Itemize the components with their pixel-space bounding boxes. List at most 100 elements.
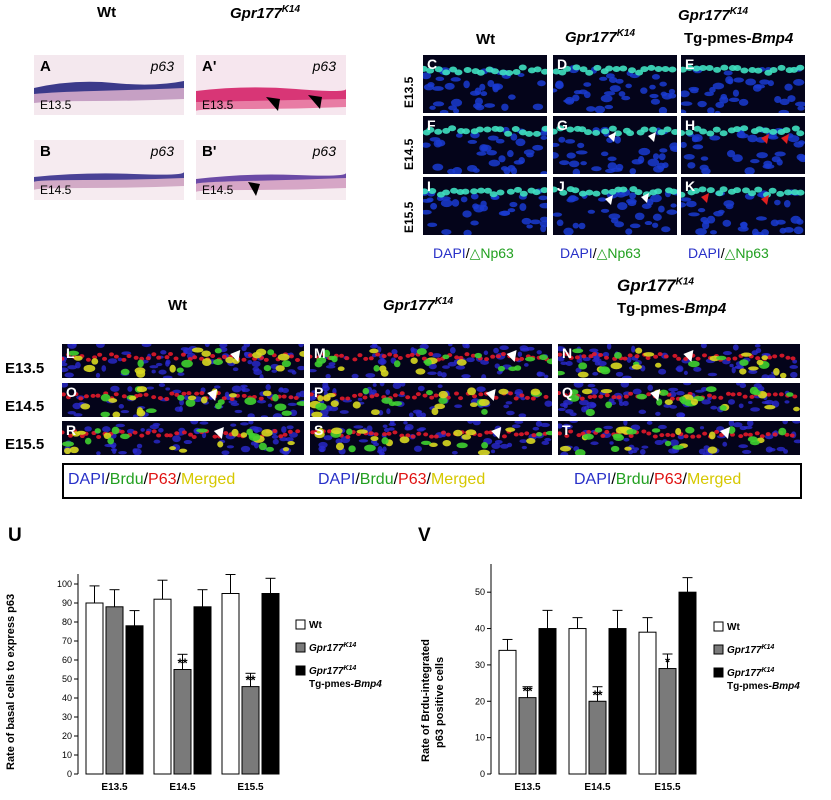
- legend-swatch-rescue: [295, 665, 306, 676]
- bar: [193, 606, 212, 775]
- bar: [568, 628, 587, 775]
- arrow-marker: [719, 427, 730, 439]
- stain-legend-box: [62, 463, 802, 499]
- chart-U-letter: U: [8, 525, 22, 546]
- y-tick-label: 60: [62, 655, 72, 665]
- panel-label: O: [66, 384, 77, 400]
- mid-row-label-e145: E14.5: [5, 398, 45, 415]
- tr-stain-legend-2: DAPI/△Np63: [560, 245, 641, 261]
- tr-panel-H: H: [681, 116, 805, 174]
- bar: [241, 686, 260, 775]
- y-tick-label: 10: [62, 750, 72, 760]
- panel-label: H: [685, 117, 696, 133]
- arrow-marker: [207, 389, 218, 401]
- chart-V-letter: V: [418, 525, 431, 546]
- panel-label: E: [685, 56, 695, 72]
- mid-row-label-e155: E15.5: [5, 436, 45, 453]
- tr-panel-K: K: [681, 177, 805, 235]
- bar: [221, 593, 240, 775]
- arrow-marker: [641, 193, 649, 203]
- tr-panel-F: F: [423, 116, 547, 174]
- bar: [658, 668, 677, 775]
- arrow-marker: [761, 134, 769, 144]
- significance-marker: *: [665, 655, 671, 670]
- y-tick-label: 20: [475, 696, 485, 706]
- legend-swatch-rescue: [713, 667, 724, 678]
- mid-panel-O: O: [62, 383, 304, 417]
- arrow-marker: [506, 350, 517, 362]
- category-label: E13.5: [514, 782, 541, 793]
- y-tick-label: 40: [62, 693, 72, 703]
- tr-row-label-e135: E13.5: [402, 76, 416, 108]
- arrow-marker: [485, 389, 496, 401]
- arrow-marker: [781, 134, 789, 144]
- panel-label: B': [202, 143, 217, 160]
- significance-marker: **: [522, 684, 533, 699]
- tr-header-gpr177: Gpr177K14: [565, 28, 636, 46]
- bar: [608, 628, 627, 775]
- tr-panel-G: G: [553, 116, 677, 174]
- mid-panel-R: R: [62, 421, 304, 455]
- y-tick-label: 100: [57, 579, 72, 589]
- bar: [538, 628, 557, 775]
- gene-label: p63: [150, 58, 174, 74]
- y-tick-label: 10: [475, 733, 485, 743]
- chart-V-ylabel-2: p63 positive cells: [434, 657, 446, 748]
- tr-row-label-e145: E14.5: [402, 138, 416, 170]
- panel-label: G: [557, 117, 568, 133]
- tr-stain-legend-1: DAPI/△Np63: [433, 245, 514, 261]
- y-tick-label: 30: [475, 660, 485, 670]
- arrow-marker: [605, 195, 613, 205]
- legend-wt: Wt: [309, 620, 322, 631]
- panel-label: N: [562, 345, 573, 361]
- panel-label: R: [66, 422, 77, 438]
- mid-header-gpr177: Gpr177K14: [383, 296, 454, 314]
- panel-A-prime: A' p63 E13.5: [196, 55, 346, 115]
- mid-panel-T: T: [558, 421, 800, 455]
- arrow-marker: [650, 389, 661, 401]
- age-label: E13.5: [40, 98, 72, 112]
- bar: [588, 700, 607, 775]
- arrow-marker: [213, 427, 224, 439]
- legend-swatch-wt: [295, 619, 306, 630]
- panel-label: F: [427, 117, 436, 133]
- bar: [518, 697, 537, 775]
- age-label: E14.5: [202, 183, 234, 197]
- tr-stain-legend-3: DAPI/△Np63: [688, 245, 769, 261]
- legend-rescue-line1: Gpr177K14: [309, 665, 356, 677]
- gene-label: p63: [150, 143, 174, 159]
- significance-marker: **: [245, 673, 256, 688]
- mid-stain-legend-2: DAPI/Brdu/P63/Merged: [318, 471, 486, 488]
- mid-header-rescue-line2: Tg-pmes-Bmp4: [617, 300, 727, 317]
- chart-U-ylabel: Rate of basal cells to express p63: [5, 594, 17, 770]
- gene-label: p63: [312, 143, 336, 159]
- panel-A: A p63 E13.5: [34, 55, 184, 115]
- legend-swatch-wt: [713, 621, 724, 632]
- age-label: E13.5: [202, 98, 234, 112]
- y-tick-label: 40: [475, 624, 485, 634]
- panel-B-prime: B' p63 E14.5: [196, 140, 346, 200]
- tr-panel-E: E: [681, 55, 805, 113]
- bar: [173, 669, 192, 775]
- mid-panel-Q: Q: [558, 383, 800, 417]
- tr-panel-D: D: [553, 55, 677, 113]
- bar: [678, 591, 697, 775]
- panel-label: S: [314, 422, 324, 438]
- y-tick-label: 50: [475, 587, 485, 597]
- chart-V-ylabel-1: Rate of Brdu-integrated: [420, 639, 432, 762]
- arrow-marker: [683, 350, 694, 362]
- arrow-marker: [230, 350, 241, 362]
- y-tick-label: 20: [62, 731, 72, 741]
- bar: [85, 602, 104, 775]
- legend-ko: Gpr177K14: [309, 642, 356, 654]
- panel-label: I: [427, 178, 431, 194]
- panel-label: J: [557, 178, 565, 194]
- category-label: E14.5: [169, 782, 196, 793]
- mid-row-label-e135: E13.5: [5, 360, 45, 377]
- panel-label: D: [557, 56, 568, 72]
- tr-panel-J: J: [553, 177, 677, 235]
- mid-header-rescue-line1: Gpr177K14: [617, 276, 694, 295]
- mid-panel-L: L: [62, 344, 304, 378]
- mid-panel-M: M: [310, 344, 552, 378]
- y-tick-label: 80: [62, 617, 72, 627]
